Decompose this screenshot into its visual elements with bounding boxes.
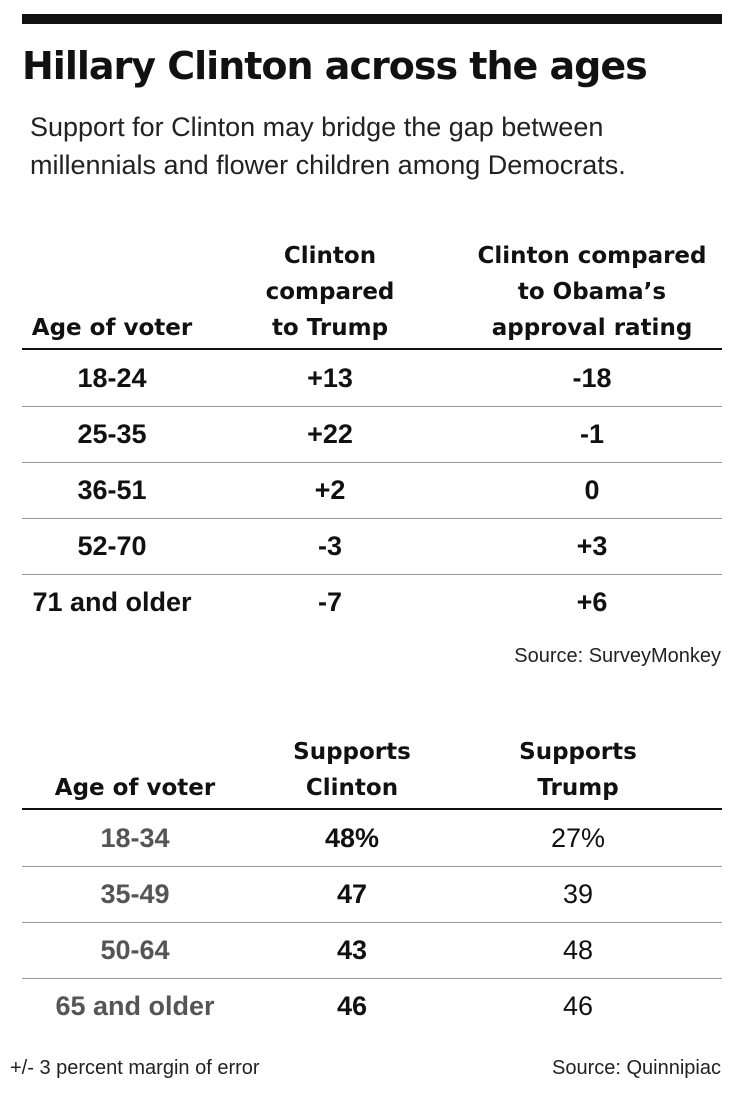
cell-vs-trump: +2: [314, 475, 346, 505]
table-row: 18-24 +13 -18: [22, 350, 722, 407]
chart-title: Hillary Clinton across the ages: [22, 44, 648, 88]
header-rule: [22, 808, 722, 810]
cell-age-group: 50-64: [100, 935, 170, 965]
column-header-age: Age of voter: [54, 775, 216, 801]
cell-vs-obama: -1: [579, 419, 604, 449]
table-row: 36-51 +2 0: [22, 462, 722, 519]
cell-supports-clinton: 43: [336, 935, 368, 965]
cell-vs-obama: -18: [572, 363, 612, 393]
column-header-vs-obama: Clinton compared to Obama’s approval rat…: [477, 243, 707, 341]
cell-vs-trump: +22: [307, 419, 353, 449]
cell-age-group: 18-24: [77, 363, 147, 393]
cell-age-group: 52-70: [77, 531, 147, 561]
cell-supports-clinton: 47: [336, 879, 368, 909]
cell-supports-clinton: 46: [336, 991, 368, 1021]
table-row: 25-35 +22 -1: [22, 406, 722, 463]
cell-vs-trump: +13: [307, 363, 353, 393]
cell-supports-trump: 46: [562, 991, 594, 1021]
header-rule: [22, 348, 722, 350]
cell-supports-trump: 27%: [550, 823, 606, 853]
top-rule: [22, 14, 722, 24]
table-header: Age of voter Supports Clinton Supports T…: [22, 728, 722, 806]
cell-vs-obama: +6: [576, 587, 608, 617]
cell-vs-obama: +3: [576, 531, 608, 561]
table-header: Age of voter Clinton compared to Trump C…: [22, 230, 722, 346]
cell-age-group: 18-34: [100, 823, 170, 853]
table-row: 18-34 48% 27%: [22, 810, 722, 867]
cell-supports-trump: 48: [562, 935, 594, 965]
cell-vs-trump: -3: [317, 531, 342, 561]
column-header-supports-clinton: Supports Clinton: [293, 739, 411, 801]
margin-of-error-note: +/- 3 percent margin of error: [10, 1057, 260, 1079]
table-row: 65 and older 46 46: [22, 978, 722, 1034]
table-row: 50-64 43 48: [22, 922, 722, 979]
column-header-supports-trump: Supports Trump: [519, 739, 637, 801]
cell-supports-trump: 39: [562, 879, 594, 909]
chart-subtitle: Support for Clinton may bridge the gap b…: [30, 112, 626, 180]
source-surveymonkey: Source: SurveyMonkey: [514, 645, 721, 667]
table-row: 52-70 -3 +3: [22, 518, 722, 575]
cell-age-group: 35-49: [100, 879, 170, 909]
cell-vs-obama: 0: [584, 475, 600, 505]
source-quinnipiac: Source: Quinnipiac: [552, 1057, 721, 1079]
column-header-age: Age of voter: [31, 315, 193, 341]
cell-age-group: 71 and older: [32, 587, 192, 617]
cell-age-group: 65 and older: [55, 991, 215, 1021]
cell-age-group: 25-35: [77, 419, 147, 449]
column-header-vs-trump: Clinton compared to Trump: [265, 243, 395, 341]
cell-age-group: 36-51: [77, 475, 147, 505]
cell-supports-clinton: 48%: [324, 823, 380, 853]
table-row: 71 and older -7 +6: [22, 574, 722, 630]
table-row: 35-49 47 39: [22, 866, 722, 923]
cell-vs-trump: -7: [317, 587, 342, 617]
